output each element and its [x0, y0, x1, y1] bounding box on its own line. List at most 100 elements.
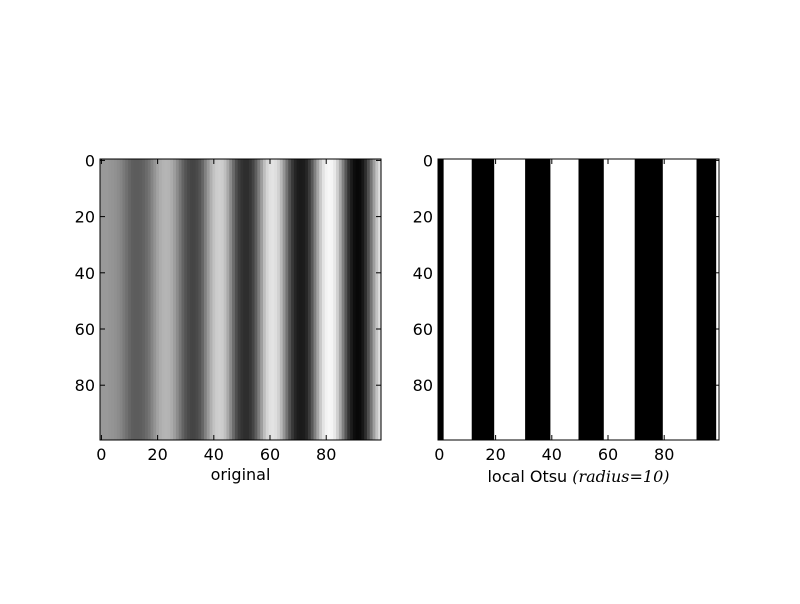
original-pixel-column	[206, 159, 211, 440]
local-otsu-panel: 0 20 40 60 80 0 20 40 60 80 local Otsu (radius=10)	[413, 151, 720, 486]
original-pixel-column	[178, 159, 183, 440]
original-pixel-column	[102, 159, 107, 440]
original-pixel-column	[355, 159, 360, 440]
original-pixel-column	[100, 159, 104, 440]
original-pixel-column	[150, 159, 154, 440]
original-pixel-column	[119, 159, 124, 440]
original-pixel-column	[175, 159, 180, 440]
x-tick-label: 40	[204, 445, 224, 464]
original-pixel-column	[122, 159, 126, 440]
original-pixel-column	[254, 159, 258, 440]
y-tick-label: 60	[75, 320, 95, 339]
local-otsu-axis-ticks: 0 20 40 60 80 0 20 40 60 80	[413, 151, 719, 464]
original-pixel-column	[279, 159, 284, 440]
original-x-axis-label: original	[211, 465, 271, 484]
x-tick-label: 60	[260, 445, 280, 464]
original-pixel-column	[147, 159, 152, 440]
original-pixel-column	[262, 159, 267, 440]
original-pixel-column	[291, 159, 295, 440]
original-pixel-column	[327, 159, 332, 440]
x-tick-label: 80	[654, 445, 674, 464]
original-pixel-column	[114, 159, 118, 440]
original-pixel-column	[218, 159, 222, 440]
original-image-frame	[99, 158, 382, 441]
original-pixel-column	[220, 159, 225, 440]
original-pixel-column	[144, 159, 149, 440]
local-otsu-image-frame	[437, 158, 720, 441]
otsu-black-band	[578, 159, 604, 440]
original-pixel-column	[237, 159, 242, 440]
y-tick-label: 80	[413, 376, 433, 395]
original-pixel-column	[184, 159, 188, 440]
original-pixel-column	[347, 159, 351, 440]
otsu-black-band	[525, 159, 551, 440]
original-pixel-column	[324, 159, 329, 440]
original-pixel-column	[299, 159, 303, 440]
original-pixel-column	[260, 159, 264, 440]
original-pixel-column	[330, 159, 334, 440]
y-tick-label: 40	[413, 264, 433, 283]
original-pixel-column	[164, 159, 169, 440]
y-tick-label: 0	[85, 151, 95, 170]
y-tick-label: 0	[423, 151, 433, 170]
original-pixel-column	[240, 159, 244, 440]
y-tick-label: 20	[413, 208, 433, 227]
original-pixel-column	[111, 159, 115, 440]
original-pixel-column	[352, 159, 357, 440]
original-pixel-column	[265, 159, 270, 440]
original-pixel-column	[153, 159, 157, 440]
original-pixel-column	[128, 159, 132, 440]
otsu-black-band	[696, 159, 717, 440]
original-pixel-column	[187, 159, 191, 440]
original-pixel-column	[251, 159, 256, 440]
y-tick-label: 20	[75, 208, 95, 227]
local-otsu-x-axis-label: local Otsu (radius=10)	[487, 467, 669, 486]
x-tick-label: 0	[96, 445, 106, 464]
y-tick-label: 60	[413, 320, 433, 339]
x-tick-label: 80	[316, 445, 336, 464]
original-pixel-column	[378, 159, 382, 440]
original-pixel-column	[139, 159, 143, 440]
original-pixel-column	[277, 159, 281, 440]
original-pixel-column	[125, 159, 129, 440]
original-pixel-column	[108, 159, 112, 440]
original-pixel-column	[338, 159, 343, 440]
original-pixel-column	[136, 159, 140, 440]
local-otsu-label-text: local Otsu	[487, 467, 567, 486]
y-tick-label: 80	[75, 376, 95, 395]
original-pixel-column	[364, 159, 368, 440]
original-pixel-column	[268, 159, 273, 440]
original-pixel-column	[159, 159, 163, 440]
original-pixel-column	[116, 159, 121, 440]
original-pixel-column	[246, 159, 250, 440]
original-pixel-column	[271, 159, 275, 440]
original-pixel-column	[156, 159, 160, 440]
original-pixel-column	[229, 159, 233, 440]
original-pixel-column	[209, 159, 213, 440]
original-pixel-column	[369, 159, 374, 440]
original-pixel-column	[341, 159, 346, 440]
x-tick-label: 0	[434, 445, 444, 464]
local-otsu-label-math: (radius=10)	[572, 467, 669, 486]
x-tick-label: 20	[147, 445, 167, 464]
original-pixel-column	[366, 159, 371, 440]
original-pixel-column	[215, 159, 219, 440]
x-tick-label: 60	[598, 445, 618, 464]
original-pixel-column	[142, 159, 146, 440]
original-pixel-column	[296, 159, 301, 440]
original-pixel-column	[350, 159, 354, 440]
original-pixel-column	[170, 159, 174, 440]
original-pixel-column	[274, 159, 278, 440]
otsu-black-band	[634, 159, 663, 440]
original-pixel-column	[243, 159, 247, 440]
original-pixel-column	[161, 159, 166, 440]
otsu-black-band	[471, 159, 495, 440]
original-pixel-column	[316, 159, 320, 440]
original-pixel-column	[130, 159, 135, 440]
original-pixel-column	[133, 159, 138, 440]
original-pixel-column	[181, 159, 185, 440]
original-pixel-column	[173, 159, 177, 440]
original-pixel-column	[282, 159, 287, 440]
otsu-black-band	[438, 159, 444, 440]
